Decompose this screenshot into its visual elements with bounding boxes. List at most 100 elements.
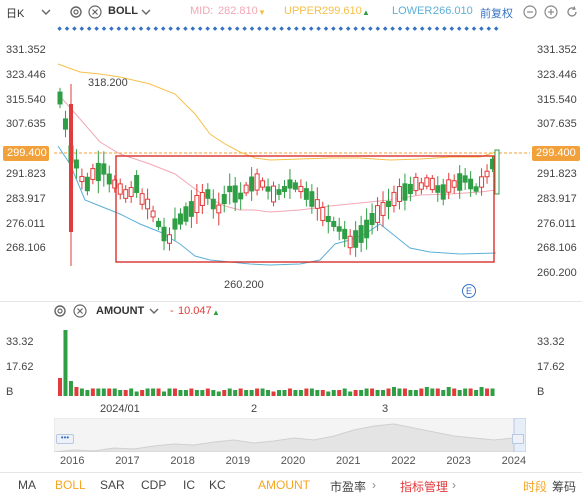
volume-bar (320, 390, 325, 396)
adjust-label[interactable]: 前复权 (480, 8, 513, 20)
volume-bar (140, 390, 145, 396)
volume-bar (446, 387, 451, 396)
volume-bar (156, 388, 161, 396)
tab-chips[interactable]: 筹码 (552, 480, 577, 494)
volume-bar (101, 388, 106, 396)
volume-bar (298, 390, 303, 396)
period-label[interactable]: 日K (6, 8, 25, 20)
highlight-box (115, 155, 495, 263)
amount-value-label: - (170, 305, 174, 317)
price-axis-label: 268.106 (537, 242, 577, 255)
navigator-handle-icon[interactable]: ••• (56, 434, 74, 444)
price-axis-label: 260.200 (537, 267, 577, 280)
high-annotation: 318.200 (88, 77, 128, 89)
price-axis-label: 331.352 (6, 44, 46, 56)
close-icon[interactable] (72, 303, 88, 319)
volume-bar (162, 391, 167, 396)
volume-bar (331, 390, 336, 396)
volume-bar (309, 388, 314, 396)
tab-sar[interactable]: SAR (100, 478, 125, 492)
amount-value: 10.047 (178, 305, 212, 317)
price-axis-label: 307.635 (6, 118, 46, 131)
volume-bar (200, 390, 205, 396)
chevron-down-icon[interactable] (146, 303, 162, 319)
volume-bar (293, 390, 298, 396)
time-axis-label: 3 (382, 403, 389, 415)
tabs-scroll-icon[interactable]: › (372, 478, 376, 492)
event-badge[interactable]: E (462, 284, 476, 298)
volume-bar (112, 388, 117, 396)
price-axis-label: 283.917 (537, 192, 577, 205)
volume-bar (167, 388, 172, 396)
volume-bar (145, 388, 150, 396)
chevron-down-icon[interactable] (138, 4, 154, 20)
boll-upper-line (57, 63, 497, 161)
volume-axis-label: B (537, 386, 545, 398)
tab-cdp[interactable]: CDP (141, 478, 167, 492)
range-navigator[interactable] (54, 418, 526, 452)
upper-label: UPPER: (284, 5, 325, 17)
volume-bar (452, 388, 457, 396)
low-annotation: 260.200 (224, 279, 264, 291)
volume-bar (96, 388, 101, 396)
close-icon[interactable] (87, 4, 103, 20)
candles (57, 84, 500, 266)
tab-ma[interactable]: MA (18, 478, 36, 492)
volume-chart[interactable] (0, 322, 582, 398)
minus-icon[interactable] (522, 4, 538, 20)
candlestick-chart[interactable] (0, 24, 582, 304)
volume-bar (260, 388, 265, 396)
navigator-year-label: 2020 (280, 455, 306, 467)
volume-bar (227, 388, 232, 396)
time-axis-label: 2024/01 (100, 403, 140, 415)
tab-kc[interactable]: KC (209, 478, 226, 492)
volume-bar (282, 390, 287, 396)
volume-axis-label: 33.32 (6, 336, 34, 348)
price-axis-label: 268.106 (6, 242, 46, 255)
volume-bar (479, 387, 484, 396)
volume-bar (424, 387, 429, 396)
price-axis-label: 276.011 (6, 217, 45, 230)
volume-bar (205, 388, 210, 396)
indicator-name[interactable]: BOLL (108, 5, 138, 17)
tab-pe[interactable]: 市盈率 (330, 480, 367, 494)
volume-bar (474, 390, 479, 396)
tab-indicator-manage[interactable]: 指标管理 (400, 480, 449, 494)
time-axis-label: 2 (251, 403, 258, 415)
navigator-year-label: 2022 (391, 455, 416, 467)
tab-boll[interactable]: BOLL (55, 478, 86, 492)
tab-time-period[interactable]: 时段 (523, 480, 548, 494)
navigator-year-label: 2019 (225, 455, 251, 467)
volume-bar (266, 390, 271, 396)
current-price-tag-right: 299.400 (532, 146, 580, 161)
navigator-right-handle[interactable] (512, 434, 524, 444)
volume-bar (222, 390, 227, 396)
volume-axis-label: 33.32 (537, 336, 565, 348)
volume-bar (315, 390, 320, 396)
price-axis-label: 323.446 (6, 68, 46, 81)
volume-bar (85, 390, 90, 396)
volume-bar (430, 388, 435, 396)
price-axis-label: 315.540 (537, 93, 577, 106)
volume-bar (342, 388, 347, 396)
volume-bar (326, 391, 331, 396)
tab-amount[interactable]: AMOUNT (258, 478, 310, 492)
price-axis-label: 283.917 (6, 192, 46, 205)
volume-bar (490, 388, 495, 396)
volume-axis-label: 17.62 (6, 361, 34, 373)
volume-indicator-name[interactable]: AMOUNT (96, 305, 145, 317)
volume-bar (123, 390, 128, 396)
volume-bar (370, 388, 375, 396)
plus-icon[interactable] (543, 4, 559, 20)
volume-bar (397, 388, 402, 396)
volume-header: AMOUNT - 10.047 ▲ (0, 302, 582, 320)
gear-icon[interactable] (68, 4, 84, 20)
chevron-down-icon[interactable] (38, 4, 54, 20)
mid-label: MID: (190, 5, 214, 17)
navigator-year-label: 2018 (170, 455, 195, 467)
gear-icon[interactable] (52, 303, 68, 319)
volume-bar (277, 390, 281, 396)
tabs-scroll-icon[interactable]: › (452, 478, 456, 492)
tab-ic[interactable]: IC (183, 478, 195, 492)
refresh-icon[interactable] (564, 4, 580, 20)
